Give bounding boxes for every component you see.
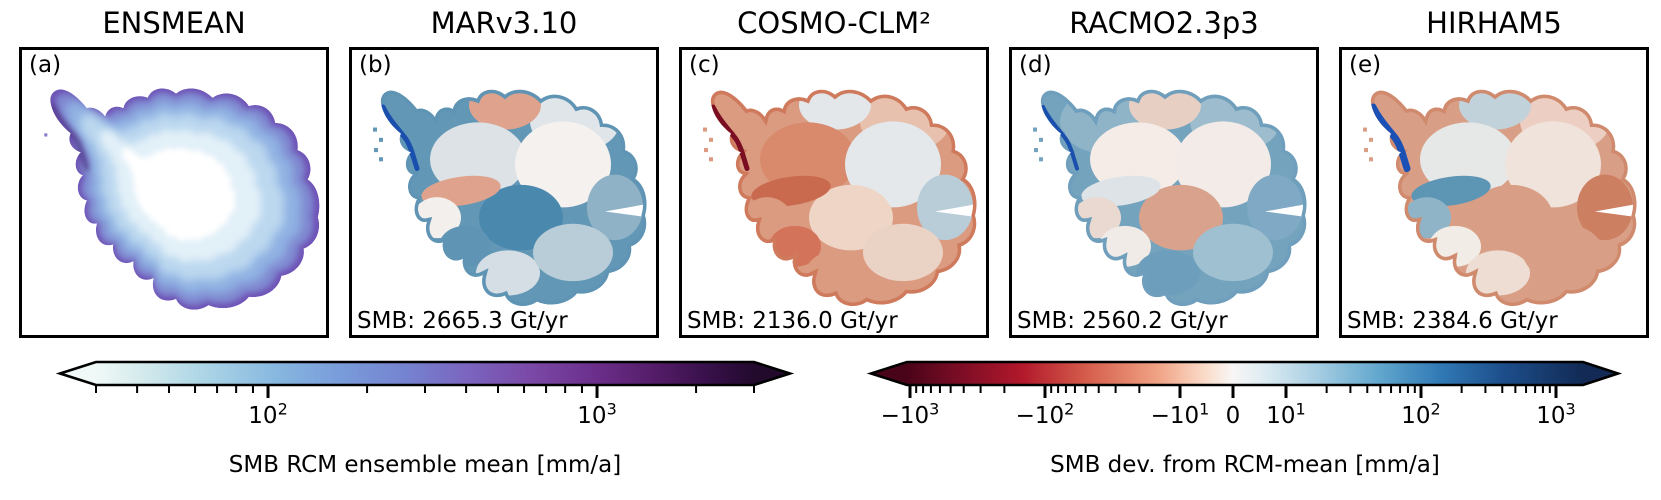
map-panel-b: (b) SMB: 2665.3 Gt/yr <box>349 47 659 338</box>
basin-br <box>533 223 613 282</box>
colorbar-gradient-bar <box>55 360 795 387</box>
island-dot <box>1039 137 1043 142</box>
panel-e-label: (e) <box>1349 52 1382 78</box>
panel-c-title: COSMO-CLM² <box>737 6 931 40</box>
basin-bm <box>1466 250 1530 296</box>
basin-tm <box>1129 89 1201 130</box>
colorbar-ensmean-label: SMB RCM ensemble mean [mm/a] <box>228 452 622 478</box>
colorbar-deviation-label: SMB dev. from RCM-mean [mm/a] <box>1050 452 1440 478</box>
island-dot <box>379 157 383 162</box>
basin-cb <box>809 184 893 251</box>
peninsula-spine <box>50 104 89 172</box>
basin-bm <box>476 250 540 296</box>
antarctica-map-mar <box>373 89 647 306</box>
island-dot <box>1039 157 1043 162</box>
panel-d-smb: SMB: 2560.2 Gt/yr <box>1017 308 1228 334</box>
basin-cb <box>1139 184 1223 251</box>
elevation-layer <box>122 147 236 241</box>
peninsula-spine <box>1041 105 1079 171</box>
colorbar-tick-label: 103 <box>1536 399 1576 429</box>
panel-b-title: MARv3.10 <box>430 6 578 40</box>
colorbar-tick-label: 103 <box>577 399 617 429</box>
coastline <box>710 89 977 306</box>
colorbar-tick-label: −103 <box>880 399 940 429</box>
coastline <box>380 89 647 306</box>
island-dot <box>703 127 707 132</box>
basin-tm <box>1459 89 1531 130</box>
island-dot <box>374 148 378 153</box>
colorbar-ensmean <box>55 360 795 398</box>
island-dot <box>709 157 713 162</box>
amery-inlet <box>605 203 647 218</box>
basin-tm <box>799 89 871 130</box>
amery-inlet <box>1595 203 1637 218</box>
island-dot <box>1034 148 1038 153</box>
basin-bm <box>1136 250 1200 296</box>
colorbar-tick-label: −102 <box>1015 399 1075 429</box>
amery-inlet <box>935 203 977 218</box>
colorbar-tick-label: 0 <box>1225 403 1241 429</box>
peninsula-spine <box>1370 103 1411 173</box>
island-dot <box>44 133 48 137</box>
panel-d-title: RACMO2.3p3 <box>1069 6 1259 40</box>
basin-tm <box>469 89 541 130</box>
map-panel-a: (a) <box>19 47 329 338</box>
map-panel-d: (d) SMB: 2560.2 Gt/yr <box>1009 47 1319 338</box>
coastline <box>1370 89 1637 306</box>
basin-cr <box>1175 121 1271 208</box>
island-dot <box>1033 127 1037 132</box>
amery-inlet <box>1265 203 1307 218</box>
antarctica-map-cosmo <box>703 89 977 306</box>
colorbar-tick-label: 101 <box>1266 399 1306 429</box>
antarctica-map-hirham <box>1363 89 1637 306</box>
island-dot <box>704 148 708 153</box>
colorbar-gradient-bar <box>866 360 1623 387</box>
basin-cr <box>845 121 941 208</box>
antarctica-map-ensmean <box>44 88 320 310</box>
colorbar-deviation <box>866 360 1623 398</box>
basin-cb <box>1469 184 1553 251</box>
colorbar-tick-label: 102 <box>248 399 288 429</box>
colorbar-tick-label: 102 <box>1401 399 1441 429</box>
island-dot <box>1363 127 1367 132</box>
island-dot <box>1364 148 1368 153</box>
antarctica-map-racmo <box>1033 89 1307 306</box>
basin-rt <box>1577 174 1633 241</box>
basin-br <box>863 223 943 282</box>
basin-cr <box>515 121 611 208</box>
basin-cb <box>479 184 563 251</box>
panel-c-label: (c) <box>689 52 720 78</box>
basin-cr <box>1505 121 1601 208</box>
panel-b-label: (b) <box>359 52 392 78</box>
panel-d-label: (d) <box>1019 52 1052 78</box>
basin-br <box>1193 223 1273 282</box>
map-panel-c: (c) SMB: 2136.0 Gt/yr <box>679 47 989 338</box>
island-dot <box>709 137 713 142</box>
basin-br <box>1523 223 1603 282</box>
basin-rt <box>1247 174 1303 241</box>
peninsula-spine <box>380 104 420 172</box>
colorbar-tick-label: −101 <box>1150 399 1210 429</box>
panel-a-label: (a) <box>29 52 62 78</box>
island-dot <box>1369 137 1373 142</box>
basin-bm <box>806 250 870 296</box>
basin-rt <box>587 174 643 241</box>
island-dot <box>373 127 377 132</box>
panel-e-smb: SMB: 2384.6 Gt/yr <box>1347 308 1558 334</box>
panel-c-smb: SMB: 2136.0 Gt/yr <box>687 308 898 334</box>
island-dot <box>1369 157 1373 162</box>
map-panel-e: (e) SMB: 2384.6 Gt/yr <box>1339 47 1649 338</box>
basin-rt <box>917 174 973 241</box>
panel-a-title: ENSMEAN <box>102 6 246 40</box>
coastline <box>1040 89 1307 306</box>
panel-b-smb: SMB: 2665.3 Gt/yr <box>357 308 568 334</box>
panel-e-title: HIRHAM5 <box>1426 6 1562 40</box>
island-dot <box>379 137 383 142</box>
peninsula-spine <box>710 104 750 172</box>
